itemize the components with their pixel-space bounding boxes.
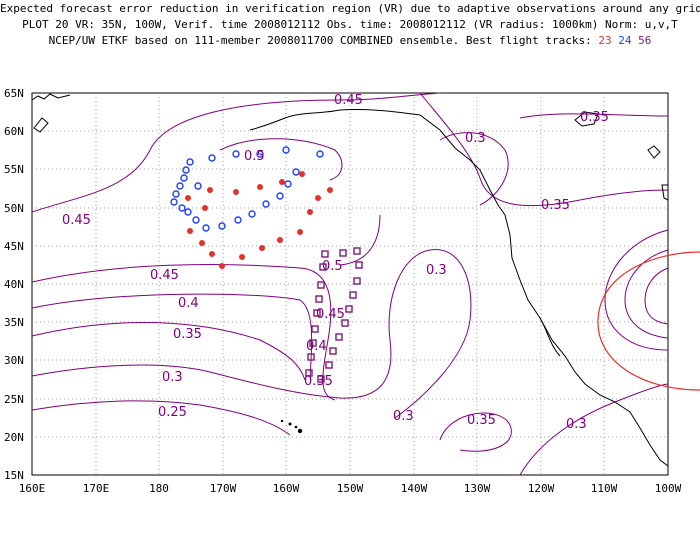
contour-0-3-mid — [31, 249, 472, 419]
header-line-1: Expected forecast error reduction in ver… — [0, 2, 700, 15]
header-line-2: PLOT 20 VR: 35N, 100W, Verif. time 20080… — [22, 18, 678, 31]
lat-label: 50N — [4, 202, 24, 215]
lat-label: 15N — [4, 469, 24, 482]
contour-label: 0.3 — [393, 409, 414, 424]
contour-label: 0.5 — [244, 149, 265, 164]
contour-label: 0.3 — [162, 370, 183, 385]
contour-0-35-mid — [31, 321, 306, 381]
contour-0-4 — [31, 293, 313, 379]
contour-label: 0.3 — [426, 263, 447, 278]
flight-track-56 — [305, 247, 363, 383]
lat-label: 60N — [4, 125, 24, 138]
lon-label: 170E — [83, 482, 110, 495]
latitude-labels: 65N 60N 55N 50N 45N 40N 35N 30N 25N 20N … — [4, 87, 24, 482]
lat-label: 55N — [4, 163, 24, 176]
lat-label: 20N — [4, 431, 24, 444]
contour-label: 0.4 — [306, 339, 327, 354]
coast-east-lake — [661, 184, 669, 201]
contour-label: 0.3 — [566, 417, 587, 432]
lon-label: 150W — [337, 482, 364, 495]
coast-east-island — [647, 145, 661, 159]
lon-label: 160W — [273, 482, 300, 495]
track-56-label: 56 — [638, 34, 652, 47]
track-23-label: 23 — [598, 34, 612, 47]
contour-label: 0.3 — [465, 131, 486, 146]
contour-label: 0.45 — [150, 268, 179, 283]
contour-east-2 — [624, 249, 669, 339]
coast-baja — [539, 317, 561, 357]
contour-label: 0.35 — [541, 198, 570, 213]
lon-label: 110W — [591, 482, 618, 495]
lon-label: 130W — [464, 482, 491, 495]
lat-label: 45N — [4, 240, 24, 253]
contour-0-5-north — [219, 138, 343, 181]
flight-track-23 — [185, 171, 333, 269]
lat-label: 30N — [4, 354, 24, 367]
contour-east-3 — [644, 267, 669, 325]
lat-label: 35N — [4, 316, 24, 329]
contour-label: 0.45 — [316, 307, 345, 322]
lon-label: 170W — [210, 482, 237, 495]
contour-label: 0.35 — [467, 413, 496, 428]
contour-label: 0.4 — [178, 296, 199, 311]
contour-lines — [31, 92, 669, 476]
lat-label: 65N — [4, 87, 24, 100]
contour-0-45-mid — [31, 264, 336, 401]
contour-0-25 — [31, 400, 291, 436]
coast-nw-island — [33, 117, 49, 133]
contour-label: 0.35 — [580, 110, 609, 125]
lon-label: 160E — [19, 482, 46, 495]
hawaii-islands — [280, 419, 303, 434]
contour-0-35-ne — [519, 113, 669, 119]
coast-hudson-island — [574, 111, 599, 127]
contour-label: 0.35 — [173, 327, 202, 342]
contour-0-45-north — [31, 92, 441, 213]
contour-label: 0.5 — [322, 259, 343, 274]
coast-north-america — [249, 108, 669, 467]
lon-label: 140W — [401, 482, 428, 495]
lat-label: 40N — [4, 278, 24, 291]
contour-0-3-south — [519, 383, 669, 476]
contour-label: 0.45 — [334, 93, 363, 108]
contour-0-5-mid — [339, 214, 381, 266]
header-line-3-text: NCEP/UW ETKF based on 111-member 2008011… — [48, 34, 592, 47]
contour-0-35-south — [439, 412, 512, 452]
header-line-3: NCEP/UW ETKF based on 111-member 2008011… — [0, 34, 700, 47]
contour-0-3-north — [439, 132, 509, 206]
lon-label: 100W — [655, 482, 682, 495]
longitude-labels: 160E 170E 180 170W 160W 150W 140W 130W 1… — [19, 482, 682, 495]
coastlines — [31, 93, 669, 467]
track-24-label: 24 — [618, 34, 632, 47]
verification-region-circle — [597, 251, 700, 391]
contour-label: 0.25 — [158, 405, 187, 420]
contour-label: 0.45 — [62, 213, 91, 228]
lon-label: 120W — [528, 482, 555, 495]
contour-labels: 0.45 0.35 0.5 0.3 0.45 0.35 0.3 0.45 0.5… — [62, 93, 609, 432]
coast-kamchatka — [31, 93, 71, 101]
contour-east-1 — [604, 229, 669, 351]
lon-label: 180 — [149, 482, 169, 495]
flight-track-24 — [170, 146, 324, 232]
contour-label: 0.35 — [304, 374, 333, 389]
lat-label: 25N — [4, 393, 24, 406]
